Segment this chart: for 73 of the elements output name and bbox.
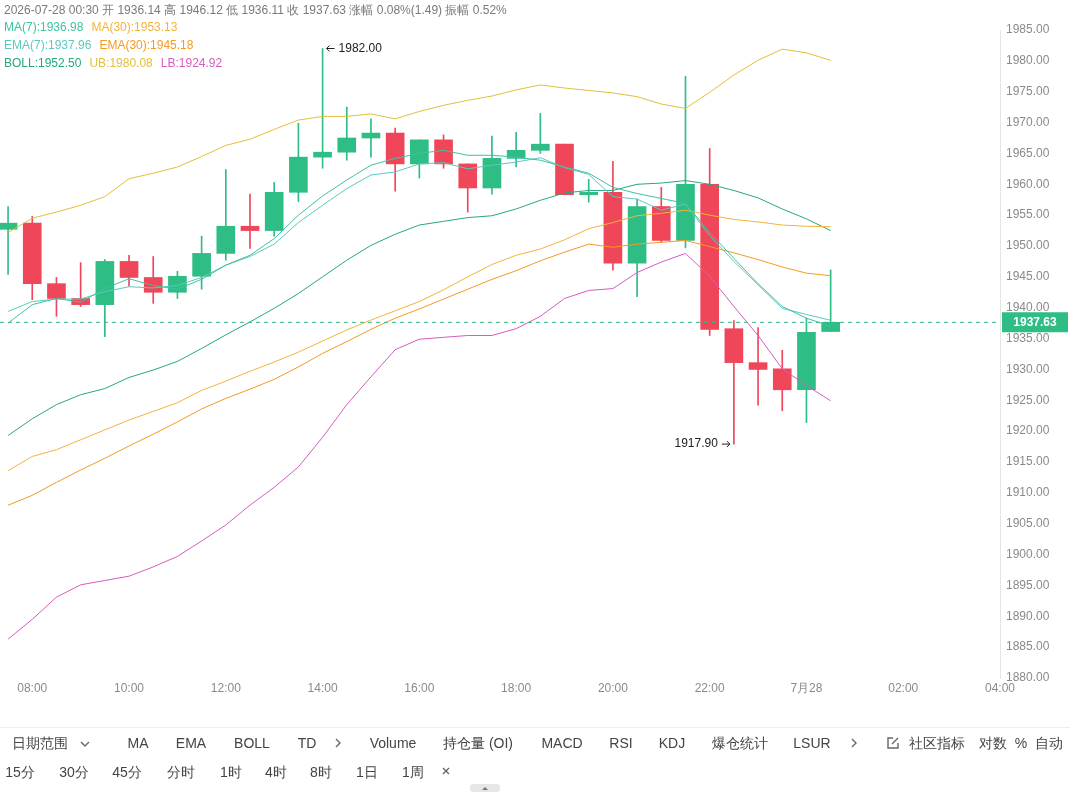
text: 1时 (219, 763, 243, 782)
x-tick-label: 04:00 (984, 680, 1016, 695)
y-tick-label: 1890.00 (1006, 608, 1050, 623)
text: 15分 (4, 763, 36, 782)
text: % (1013, 734, 1029, 753)
text: BOLL (233, 734, 271, 753)
text: MA (126, 734, 150, 753)
text: Volume (368, 734, 418, 753)
x-tick-label: 02:00 (888, 680, 919, 695)
text: MA(7):1936.98 (4, 20, 84, 34)
text: UB:1980.08 (89, 56, 153, 70)
x-tick-label: 08:00 (17, 680, 48, 695)
text: 自动 (1034, 734, 1064, 753)
text: TD (296, 734, 318, 753)
y-tick-label: 1895.00 (1006, 577, 1050, 592)
y-tick-label: 1955.00 (1006, 207, 1050, 222)
y-tick-label: 1915.00 (1006, 454, 1050, 469)
candlestick (0, 206, 18, 275)
chart-title: 2026-07-28 00:30 开 1936.14 高 1946.12 低 1936.11 收 1937.63 涨幅 0.08%(1.49) 振幅 0.52% (4, 2, 507, 19)
x-tick-label: 12:00 (210, 680, 242, 695)
text: MACD (540, 734, 584, 753)
text: 爆仓统计 (711, 734, 769, 753)
text: 4时 (264, 763, 288, 782)
text: 对数 (978, 734, 1008, 753)
text: 1日 (355, 763, 379, 782)
x-tick-label: 7月28 (790, 680, 823, 695)
x-tick-label: 22:00 (694, 680, 726, 695)
text: KDJ (657, 734, 687, 753)
y-tick-label: 1965.00 (1006, 145, 1050, 160)
candlestick (530, 112, 550, 154)
text: LB:1924.92 (160, 56, 223, 70)
annotation: 1982.00 (338, 40, 383, 55)
y-tick-label: 1900.00 (1006, 546, 1050, 561)
y-tick-label: 1950.00 (1006, 238, 1050, 253)
text: 30分 (58, 763, 90, 782)
text: EMA(30):1945.18 (99, 38, 194, 52)
ref-line-label: 1937.63 (1013, 314, 1058, 329)
y-tick-label: 1940.00 (1006, 300, 1050, 315)
y-tick-label: 1945.00 (1006, 269, 1050, 284)
candlestick (579, 179, 599, 203)
candlestick (240, 193, 260, 249)
text: BOLL:1952.50 (4, 56, 82, 70)
x-tick-label: 20:00 (597, 680, 629, 695)
text: 45分 (111, 763, 143, 782)
text: MA(30):1953.13 (91, 20, 178, 34)
text: 分时 (166, 763, 196, 782)
y-tick-label: 1910.00 (1006, 485, 1050, 500)
text: LSUR (792, 734, 832, 753)
text: 社区指标 (908, 734, 966, 753)
x-tick-label: 18:00 (501, 680, 532, 695)
y-tick-label: 1905.00 (1006, 516, 1050, 531)
y-tick-label: 1985.00 (1006, 22, 1050, 37)
x-tick-label: 14:00 (307, 680, 338, 695)
y-tick-label: 1975.00 (1006, 84, 1050, 99)
text: RSI (608, 734, 634, 753)
y-tick-label: 1935.00 (1006, 330, 1050, 345)
y-tick-label: 1970.00 (1006, 114, 1050, 129)
annotation: 1917.90 (674, 436, 719, 451)
y-tick-label: 1930.00 (1006, 361, 1050, 376)
y-tick-label: 1960.00 (1006, 176, 1050, 191)
text: 日期范围 (11, 734, 69, 753)
candlestick (748, 327, 768, 406)
y-tick-label: 1925.00 (1006, 392, 1050, 407)
x-tick-label: 16:00 (404, 680, 435, 695)
text: 8时 (309, 763, 333, 782)
text: EMA(7):1937.96 (4, 38, 92, 52)
y-tick-label: 1885.00 (1006, 639, 1050, 654)
y-tick-label: 1920.00 (1006, 423, 1050, 438)
text: 持仓量 (OI) (442, 734, 514, 753)
y-tick-label: 1980.00 (1006, 53, 1050, 68)
text: 1周 (401, 763, 425, 782)
text: EMA (174, 734, 208, 753)
x-tick-label: 10:00 (114, 680, 145, 695)
